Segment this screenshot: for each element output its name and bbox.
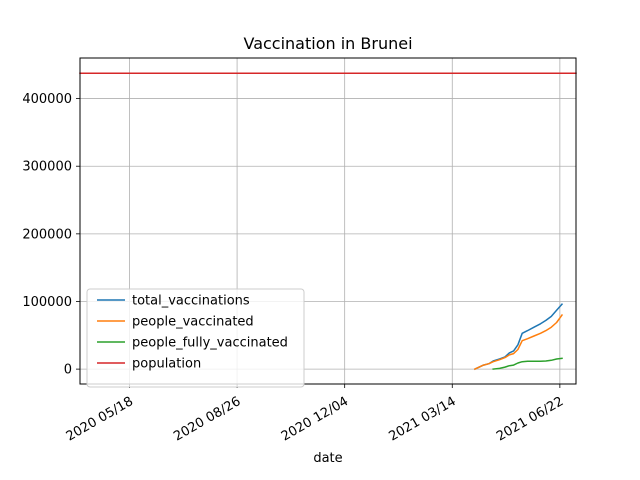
y-tick-label: 100000: [22, 295, 72, 310]
gridlines: [80, 58, 576, 384]
legend-label: people_vaccinated: [132, 315, 254, 330]
legend-label: population: [132, 357, 201, 372]
y-tick-label: 0: [64, 363, 72, 378]
series-line-people_vaccinated: [473, 313, 564, 371]
y-axis-ticks: 0 100000 200000 300000 400000: [22, 92, 80, 378]
legend-label: people_fully_vaccinated: [132, 336, 288, 351]
legend: total_vaccinations people_vaccinatedpeopl…: [86, 288, 305, 388]
y-tick-label: 200000: [22, 227, 72, 242]
y-tick-label: 400000: [22, 92, 72, 107]
plot-frame: [79, 57, 577, 385]
y-tick-label: 300000: [22, 160, 72, 175]
chart-title: Vaccination in Brunei: [243, 34, 412, 53]
series-lines: [79, 72, 577, 371]
legend-label: total_vaccinations: [132, 294, 250, 309]
legend-box: [86, 288, 305, 388]
x-axis-label: date: [313, 451, 342, 466]
series-line-people_fully_vaccinated: [492, 357, 563, 370]
